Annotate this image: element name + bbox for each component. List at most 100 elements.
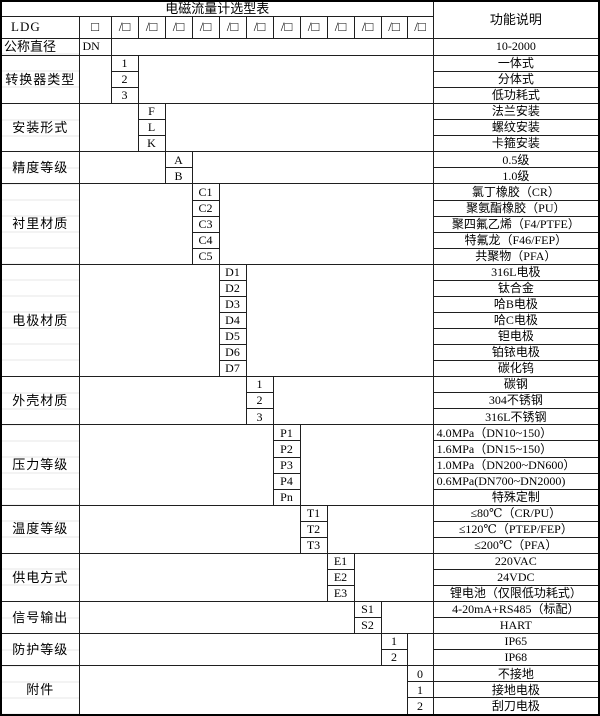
spacer-cell <box>78 552 328 603</box>
option-code: 1 <box>245 376 274 394</box>
option-code: 1 <box>406 681 434 699</box>
selection-checkbox: /□ <box>245 15 274 39</box>
option-description: 碳钢 <box>432 376 600 394</box>
option-description: 法兰安装 <box>432 103 600 121</box>
model-code: LDG <box>0 15 80 39</box>
spacer-cell <box>78 633 382 667</box>
option-code: C3 <box>191 215 220 233</box>
option-description: 304不锈钢 <box>432 392 600 410</box>
category-label: 供电方式 <box>0 552 80 603</box>
option-code: P3 <box>272 456 301 474</box>
option-code: D6 <box>218 344 247 362</box>
option-code: 3 <box>110 87 139 105</box>
option-code: T1 <box>299 504 328 522</box>
option-code: A <box>164 151 193 169</box>
option-description: 4.0MPa（DN10~150） <box>432 424 600 442</box>
option-description: 哈B电极 <box>432 295 600 313</box>
option-description: 220VAC <box>432 552 600 570</box>
category-label: 信号输出 <box>0 601 80 635</box>
option-code: E3 <box>326 584 355 603</box>
selection-checkbox: /□ <box>218 15 247 39</box>
option-description: 钽电极 <box>432 327 600 346</box>
selection-checkbox: /□ <box>326 15 355 39</box>
option-description: 10-2000 <box>432 37 600 56</box>
selection-checkbox: /□ <box>406 15 434 39</box>
spacer-cell <box>78 103 139 153</box>
spacer-cell <box>78 665 408 716</box>
option-code: 2 <box>245 392 274 410</box>
category-label: 防护等级 <box>0 633 80 667</box>
selection-checkbox: /□ <box>353 15 382 39</box>
category-label: 外壳材质 <box>0 376 80 426</box>
spacer-cell <box>380 601 434 635</box>
option-description: ≤120℃（PTEP/FEP） <box>432 520 600 538</box>
category-label: 压力等级 <box>0 424 80 506</box>
spacer-cell <box>78 601 355 635</box>
option-description: 哈C电极 <box>432 311 600 330</box>
spacer-cell <box>326 504 434 554</box>
option-description: 氯丁橡胶（CR） <box>432 183 600 201</box>
option-code: DN <box>78 37 112 56</box>
option-description: 铂铱电极 <box>432 344 600 362</box>
spacer-cell <box>78 376 247 426</box>
option-code: D4 <box>218 311 247 330</box>
option-code: 3 <box>245 408 274 426</box>
selection-checkbox: /□ <box>164 15 193 39</box>
option-code: P4 <box>272 472 301 490</box>
option-code: C2 <box>191 199 220 217</box>
selection-checkbox: /□ <box>110 15 139 39</box>
option-description: 螺纹安装 <box>432 119 600 137</box>
table-title: 电磁流量计选型表 <box>0 0 434 17</box>
category-label: 精度等级 <box>0 151 80 185</box>
option-code: D1 <box>218 263 247 281</box>
option-description: 共聚物（PFA） <box>432 247 600 265</box>
option-description: ≤200℃（PFA） <box>432 536 600 554</box>
option-code: 1 <box>380 633 408 651</box>
option-description: 分体式 <box>432 70 600 89</box>
option-code: S1 <box>353 601 382 619</box>
option-code: 2 <box>380 649 408 667</box>
spacer-cell <box>164 103 434 153</box>
spacer-cell <box>191 151 434 185</box>
option-description: HART <box>432 617 600 635</box>
option-code: D2 <box>218 279 247 297</box>
option-code: C5 <box>191 247 220 265</box>
category-label: 温度等级 <box>0 504 80 554</box>
option-description: 不接地 <box>432 665 600 683</box>
option-code: 2 <box>110 70 139 89</box>
option-description: 低功耗式 <box>432 87 600 105</box>
spacer-cell <box>272 376 434 426</box>
option-description: 锂电池（仅限低功耗式） <box>432 584 600 603</box>
option-description: 特殊定制 <box>432 488 600 506</box>
option-description: 1.0级 <box>432 167 600 185</box>
category-label: 电极材质 <box>0 263 80 378</box>
selection-checkbox: /□ <box>380 15 408 39</box>
option-code: 1 <box>110 54 139 73</box>
spacer-cell <box>406 633 434 667</box>
option-description: 316L电极 <box>432 263 600 281</box>
option-description: 316L不锈钢 <box>432 408 600 426</box>
option-code: D5 <box>218 327 247 346</box>
spacer-cell <box>353 552 434 603</box>
option-description: 钛合金 <box>432 279 600 297</box>
option-code: B <box>164 167 193 185</box>
category-label: 附件 <box>0 665 80 716</box>
category-label: 转换器类型 <box>0 54 80 105</box>
option-description: 一体式 <box>432 54 600 73</box>
function-description-header: 功能说明 <box>432 0 600 39</box>
spacer-cell <box>78 263 220 378</box>
spacer-cell <box>110 37 434 56</box>
spacer-cell <box>78 183 193 265</box>
spacer-cell <box>245 263 434 378</box>
selection-checkbox: /□ <box>191 15 220 39</box>
option-code: D7 <box>218 360 247 378</box>
option-description: 卡箍安装 <box>432 135 600 153</box>
option-description: 1.6MPa（DN15~150） <box>432 440 600 458</box>
option-code: Pn <box>272 488 301 506</box>
category-label: 公称直径 <box>0 37 80 56</box>
option-description: 0.6MPa(DN700~DN2000) <box>432 472 600 490</box>
option-code: E1 <box>326 552 355 570</box>
option-description: 24VDC <box>432 568 600 587</box>
